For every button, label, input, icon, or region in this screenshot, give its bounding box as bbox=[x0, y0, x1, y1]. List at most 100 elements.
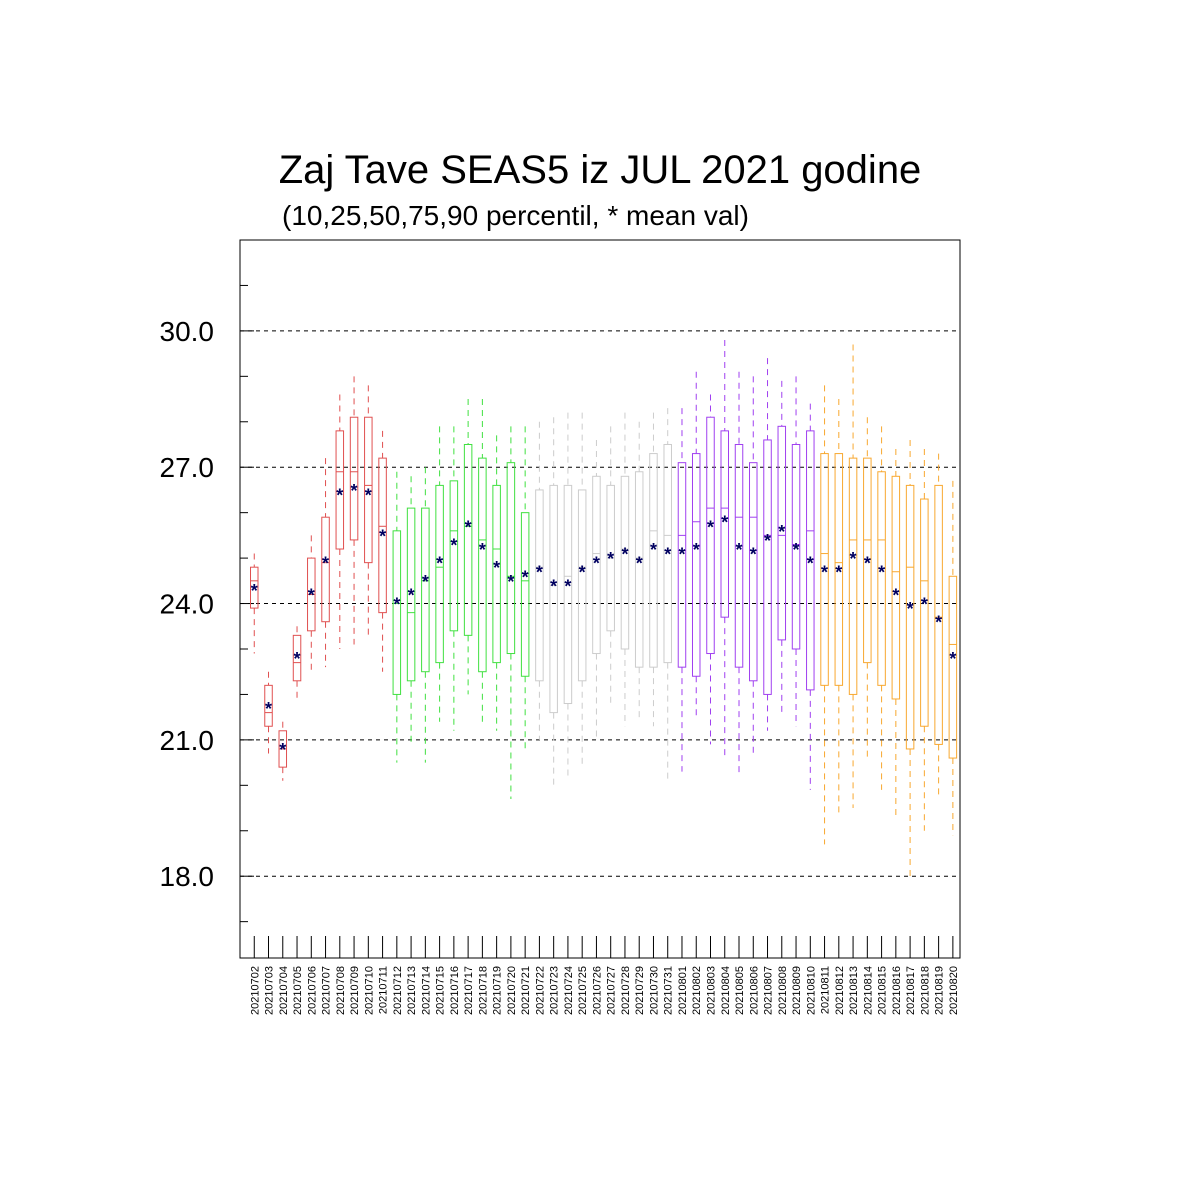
y-tick-label: 27.0 bbox=[160, 452, 215, 483]
box-20210709 bbox=[349, 376, 359, 645]
box-20210707 bbox=[321, 458, 330, 668]
x-tick-label: 20210728 bbox=[620, 966, 632, 1015]
mean-marker: * bbox=[650, 540, 657, 560]
box-20210712 bbox=[392, 471, 402, 763]
x-tick-label: 20210707 bbox=[321, 966, 333, 1015]
box-20210813 bbox=[848, 344, 858, 809]
box-iqr bbox=[934, 484, 943, 745]
x-tick-label: 20210815 bbox=[877, 966, 889, 1015]
y-tick-label: 21.0 bbox=[160, 725, 215, 756]
x-tick-label: 20210714 bbox=[420, 966, 432, 1015]
mean-marker: * bbox=[821, 563, 828, 583]
mean-marker: * bbox=[907, 599, 914, 619]
x-tick-label: 20210720 bbox=[506, 966, 518, 1015]
x-tick-label: 20210808 bbox=[777, 966, 789, 1015]
box-iqr bbox=[749, 462, 758, 682]
box-20210818 bbox=[920, 449, 929, 831]
mean-marker: * bbox=[593, 554, 600, 574]
box-20210808 bbox=[777, 380, 787, 713]
box-20210803 bbox=[706, 394, 715, 745]
box-20210704 bbox=[278, 721, 288, 781]
box-iqr bbox=[563, 484, 573, 705]
x-tick-label: 20210722 bbox=[534, 966, 546, 1015]
box-20210702 bbox=[250, 553, 259, 654]
box-20210711 bbox=[378, 430, 387, 672]
x-tick-label: 20210721 bbox=[520, 966, 532, 1015]
mean-marker: * bbox=[850, 549, 857, 569]
box-20210727 bbox=[606, 426, 615, 704]
box-iqr bbox=[863, 457, 872, 664]
box-iqr bbox=[406, 507, 416, 682]
mean-marker: * bbox=[351, 481, 358, 501]
mean-marker: * bbox=[835, 563, 842, 583]
box-20210708 bbox=[335, 394, 345, 649]
mean-marker: * bbox=[479, 540, 486, 560]
mean-marker: * bbox=[607, 549, 614, 569]
box-iqr bbox=[364, 416, 373, 564]
box-20210731 bbox=[663, 408, 672, 781]
box-20210710 bbox=[364, 385, 373, 636]
x-tick-label: 20210713 bbox=[406, 966, 418, 1015]
mean-marker: * bbox=[408, 585, 415, 605]
mean-marker: * bbox=[579, 563, 586, 583]
box-20210717 bbox=[463, 399, 473, 695]
box-iqr bbox=[349, 416, 359, 541]
y-axis-labels: 18.0 21.0 24.0 27.0 30.0 bbox=[160, 316, 215, 892]
mean-marker: * bbox=[522, 567, 529, 587]
x-tick-label: 20210724 bbox=[563, 966, 575, 1015]
mean-marker: * bbox=[436, 554, 443, 574]
box-20210811 bbox=[820, 385, 829, 845]
x-tick-label: 20210727 bbox=[606, 966, 618, 1015]
mean-marker: * bbox=[793, 540, 800, 560]
box-20210801 bbox=[677, 408, 687, 772]
mean-markers: * * * * * * * * * * * * * * * * * * * * * * * * * * * * * * * * * * * * * * * *… bbox=[251, 481, 957, 760]
box-iqr bbox=[920, 498, 929, 727]
box-20210705 bbox=[292, 626, 302, 699]
box-iqr bbox=[264, 684, 273, 727]
x-tick-label: 20210725 bbox=[577, 966, 589, 1015]
x-tick-label: 20210803 bbox=[705, 966, 717, 1015]
plot-frame bbox=[239, 239, 961, 959]
x-tick-label: 20210731 bbox=[663, 966, 675, 1015]
box-iqr bbox=[848, 457, 858, 695]
box-iqr bbox=[535, 489, 544, 682]
mean-marker: * bbox=[935, 613, 942, 633]
box-iqr bbox=[734, 443, 744, 668]
x-tick-label: 20210702 bbox=[249, 966, 261, 1015]
x-tick-label: 20210816 bbox=[891, 966, 903, 1015]
x-tick-label: 20210706 bbox=[306, 966, 318, 1015]
box-iqr bbox=[478, 457, 487, 673]
x-tick-label: 20210712 bbox=[392, 966, 404, 1015]
box-20210722 bbox=[535, 421, 544, 740]
mean-marker: * bbox=[736, 540, 743, 560]
box-iqr bbox=[806, 430, 815, 691]
mean-marker: * bbox=[664, 545, 671, 565]
box-20210817 bbox=[905, 439, 915, 881]
x-tick-label: 20210811 bbox=[820, 966, 832, 1014]
box-iqr bbox=[720, 430, 730, 618]
box-20210802 bbox=[691, 371, 701, 718]
mean-marker: * bbox=[322, 554, 329, 574]
x-tick-label: 20210708 bbox=[335, 966, 347, 1015]
x-tick-label: 20210804 bbox=[720, 966, 732, 1015]
box-20210716 bbox=[449, 426, 459, 731]
box-iqr bbox=[449, 480, 459, 632]
mean-marker: * bbox=[265, 699, 272, 719]
x-tick-label: 20210810 bbox=[805, 966, 817, 1015]
mean-marker: * bbox=[251, 581, 258, 601]
box-20210730 bbox=[649, 412, 658, 727]
x-tick-label: 20210716 bbox=[449, 966, 461, 1015]
mean-marker: * bbox=[764, 531, 771, 551]
x-tick-label: 20210719 bbox=[492, 966, 504, 1015]
x-tick-label: 20210703 bbox=[264, 966, 276, 1015]
x-tick-label: 20210711 bbox=[378, 966, 390, 1014]
mean-marker: * bbox=[807, 554, 814, 574]
x-tick-label: 20210819 bbox=[934, 966, 946, 1015]
box-iqr bbox=[877, 471, 886, 686]
box-20210715 bbox=[435, 426, 444, 722]
mean-marker: * bbox=[636, 554, 643, 574]
box-iqr bbox=[392, 530, 402, 695]
box-20210720 bbox=[506, 426, 516, 799]
x-tick-label: 20210818 bbox=[919, 966, 931, 1015]
box-20210719 bbox=[492, 435, 501, 731]
